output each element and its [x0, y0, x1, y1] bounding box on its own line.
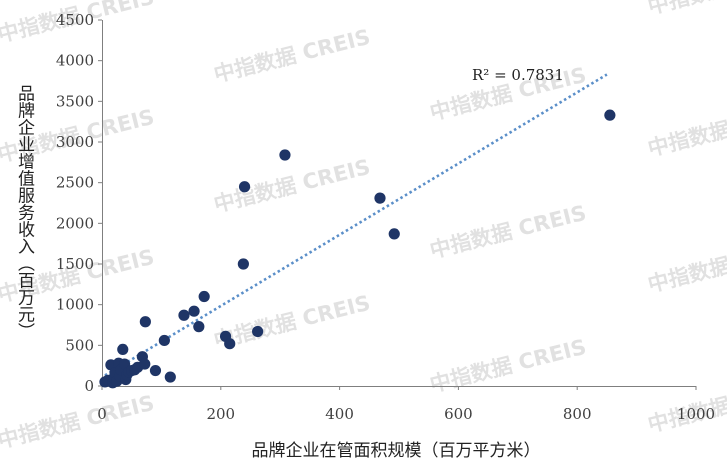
y-tick-label: 1500	[56, 255, 94, 273]
y-tick-label: 3500	[56, 92, 94, 110]
x-tick-label: 400	[325, 405, 354, 423]
x-tick-label: 0	[97, 405, 107, 423]
data-point	[178, 309, 190, 321]
watermark: 中指数据 CREIS	[645, 99, 727, 161]
watermark: 中指数据 CREIS	[427, 335, 588, 397]
watermark: 中指数据 CREIS	[211, 155, 372, 217]
data-point	[117, 343, 129, 355]
data-point	[198, 290, 210, 303]
data-point	[139, 316, 151, 328]
watermark: 中指数据 CREIS	[0, 391, 157, 453]
data-point	[604, 109, 616, 121]
data-point	[188, 305, 200, 317]
watermark: 中指数据 CREIS	[211, 25, 372, 87]
watermark: 中指数据 CREIS	[211, 291, 372, 353]
data-point	[193, 321, 205, 333]
data-point	[238, 181, 251, 193]
r-squared-label: R² = 0.7831	[472, 66, 564, 84]
y-tick-label: 4500	[56, 11, 94, 29]
x-axis-ticks: 0 200 400 600 800 1000	[97, 386, 715, 423]
trendline	[104, 73, 608, 377]
data-point	[164, 371, 176, 383]
data-point	[252, 325, 264, 338]
data-point	[237, 258, 249, 270]
data-point	[149, 364, 162, 377]
y-tick-label: 0	[84, 377, 94, 395]
data-point	[388, 228, 400, 240]
x-tick-label: 200	[206, 405, 235, 423]
y-tick-label: 500	[65, 336, 94, 354]
data-point	[224, 338, 236, 350]
data-point	[374, 192, 386, 204]
y-tick-label: 1000	[56, 296, 94, 314]
y-tick-label: 4000	[56, 52, 94, 70]
y-tick-label: 3000	[56, 133, 94, 151]
x-tick-label: 600	[444, 405, 473, 423]
data-point	[279, 149, 291, 161]
x-tick-label: 800	[563, 405, 592, 423]
y-axis-title: 品牌企业增值服务收入（百万元）	[14, 85, 35, 340]
y-tick-label: 2500	[56, 174, 94, 192]
y-tick-label: 2000	[56, 214, 94, 232]
data-point	[158, 334, 170, 347]
data-point	[139, 358, 151, 370]
x-axis-title: 品牌企业在管面积规模（百万平方米）	[252, 441, 541, 461]
watermark: 中指数据 CREIS	[645, 0, 727, 19]
x-tick-label: 1000	[677, 405, 715, 423]
watermark: 中指数据 CREIS	[645, 235, 727, 297]
data-points	[99, 109, 616, 389]
y-axis-ticks: 0 500 1000 1500 2000 2500 3000 3500 4000 4500	[56, 11, 102, 395]
watermark: 中指数据 CREIS	[427, 201, 588, 263]
